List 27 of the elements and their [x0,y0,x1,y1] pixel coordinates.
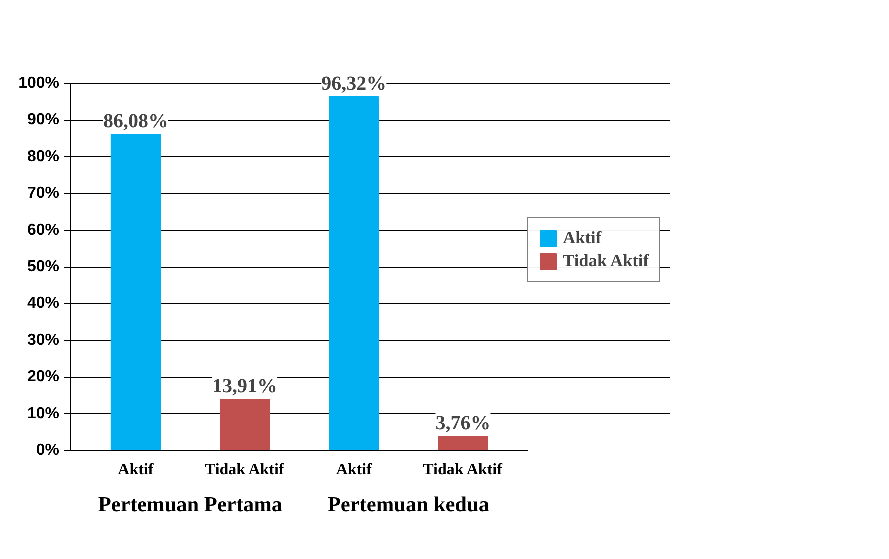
y-tick-label: 90% [27,112,60,129]
y-tick-label: 50% [27,258,60,276]
bar [329,96,380,450]
x-tick-label: Tidak Aktif [204,462,285,478]
bar [110,134,161,450]
y-tick-label: 70% [27,185,60,202]
x-tick-label: Tidak Aktif [423,462,504,478]
y-tick-label: 60% [27,222,60,239]
data-label: 86,08% [103,110,168,133]
bar [438,436,488,450]
bar [220,398,270,450]
y-tick-label: 30% [27,332,60,349]
data-label: 13,91% [212,375,278,398]
x-tick-label: Aktif [118,462,154,478]
y-tick-label: 80% [27,148,60,166]
text: Pertemuan Pertama [98,492,283,516]
data-label: 3,76% [436,412,491,435]
y-tick-label: 100% [18,75,60,92]
data-label: 96,32% [322,73,387,96]
text: Pertemuan kedua [328,492,490,516]
legend-label: Tidak Aktif [563,252,649,272]
legend-label: Aktif [563,228,602,248]
x-tick-label: Aktif [336,462,373,478]
y-tick-label: 0% [36,442,60,459]
y-tick-label: 40% [27,295,60,312]
y-tick-label: 10% [27,405,60,422]
y-tick-label: 20% [27,368,60,386]
